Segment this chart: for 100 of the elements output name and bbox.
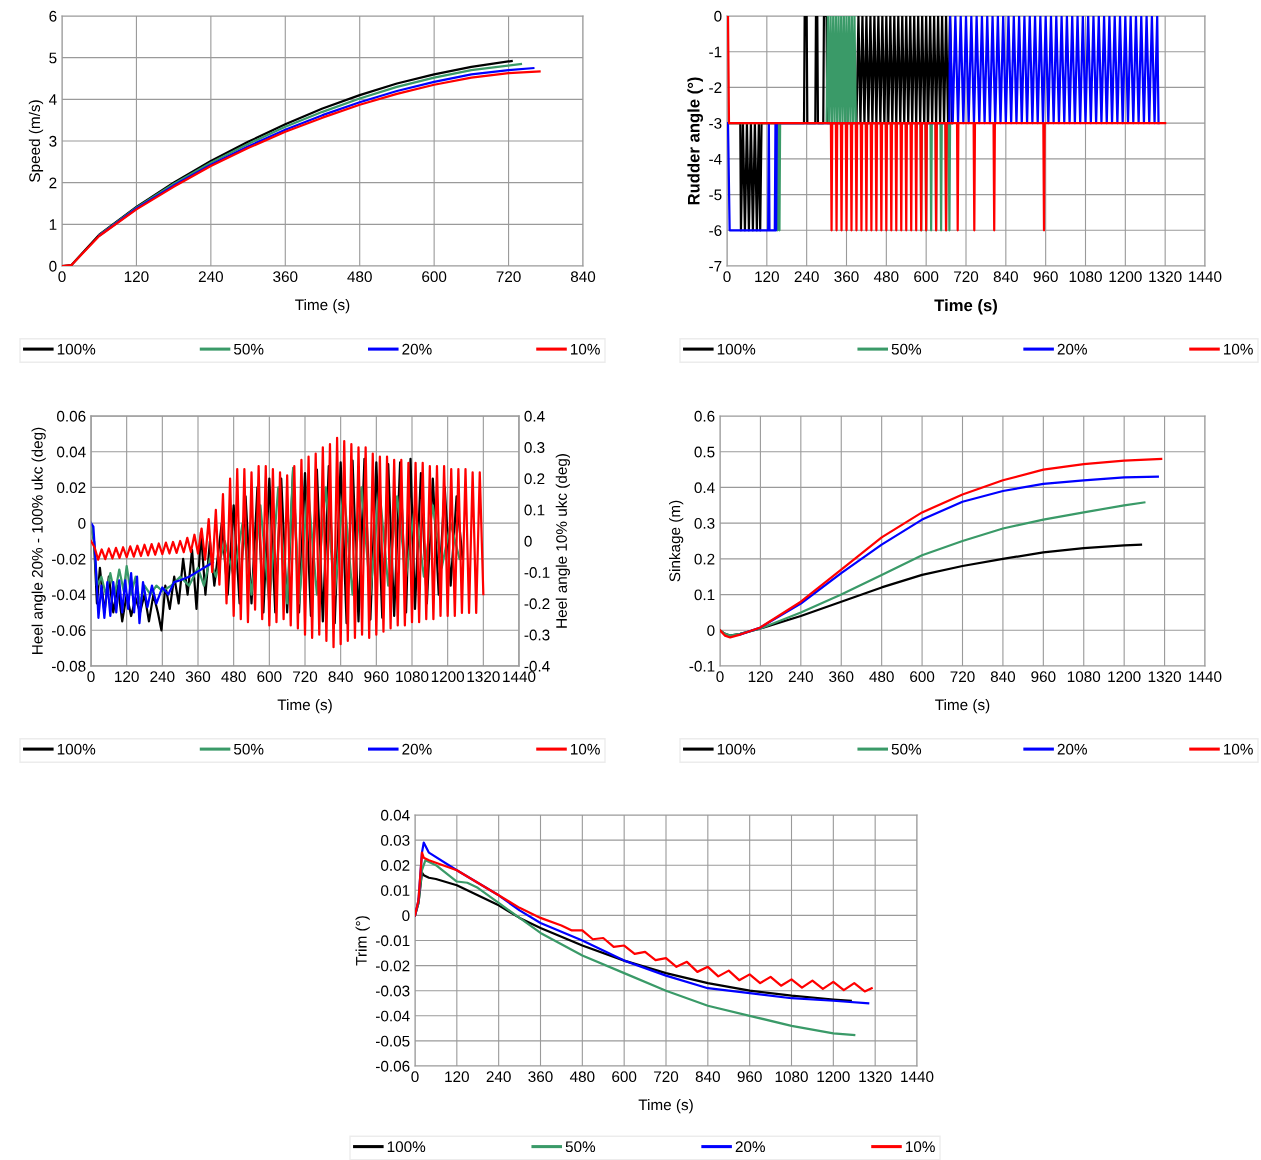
y2-tick-label: -0.2 xyxy=(524,598,550,610)
x-tick-label: 1320 xyxy=(1149,271,1182,283)
legend-label: 20% xyxy=(735,1141,765,1153)
y2-tick-label: 0.2 xyxy=(524,473,545,485)
x-tick-label: 480 xyxy=(869,671,894,683)
x-tick-label: 360 xyxy=(829,671,854,683)
y-tick-label: -7 xyxy=(709,261,722,272)
y-tick-label: -5 xyxy=(709,189,722,201)
x-tick-label: 120 xyxy=(124,271,149,283)
y-tick-label: 0 xyxy=(402,910,410,922)
y2-tick-label: 0.4 xyxy=(524,410,545,422)
y2-axis-title: Heel angle 10% ukc (deg) xyxy=(555,454,570,628)
y-tick-label: 0.04 xyxy=(381,809,410,821)
x-tick-label: 120 xyxy=(755,271,779,283)
line-series xyxy=(720,457,1163,639)
x-axis-title: Time (s) xyxy=(295,298,350,314)
x-tick-label: 720 xyxy=(950,671,975,683)
x-tick-label: 600 xyxy=(257,671,282,683)
y2-tick-label: 0.3 xyxy=(524,442,545,453)
x-tick-label: 720 xyxy=(954,271,979,283)
legend-label: 100% xyxy=(717,743,756,755)
x-tick-label: 0 xyxy=(411,1071,419,1083)
x-tick-label: 960 xyxy=(1033,271,1058,283)
y-tick-label: 0 xyxy=(49,260,57,272)
x-tick-label: 960 xyxy=(364,671,389,683)
legend-label: 10% xyxy=(571,343,600,355)
y-tick-label: 0.5 xyxy=(694,446,715,458)
legend-label: 100% xyxy=(57,743,96,755)
x-tick-label: 480 xyxy=(221,671,246,683)
x-tick-label: 120 xyxy=(748,671,773,683)
x-tick-label: 1200 xyxy=(1109,271,1142,283)
x-tick-label: 1200 xyxy=(1108,671,1141,683)
y-tick-label: 0.06 xyxy=(57,410,86,422)
x-axis-title: Time (s) xyxy=(277,698,332,714)
y2-tick-label: 0 xyxy=(524,535,532,547)
y-tick-label: -0.02 xyxy=(52,553,86,565)
legend-label: 10% xyxy=(906,1141,935,1153)
x-tick-label: 1080 xyxy=(1067,671,1101,683)
y-tick-label: 0 xyxy=(714,10,722,22)
y-tick-label: -0.03 xyxy=(376,985,410,997)
y-axis-title: Heel angle 20% - 100% ukc (deg) xyxy=(31,427,46,654)
legend-label: 20% xyxy=(1057,743,1087,755)
x-tick-label: 360 xyxy=(528,1071,553,1083)
y-tick-label: 0.1 xyxy=(694,589,715,601)
x-tick-label: 240 xyxy=(198,271,224,283)
legend-label: 10% xyxy=(571,743,600,755)
y-tick-label: 4 xyxy=(48,94,57,105)
y-tick-label: -1 xyxy=(709,46,722,58)
x-tick-label: 240 xyxy=(150,671,175,683)
x-tick-label: 0 xyxy=(87,671,95,683)
x-tick-label: 0 xyxy=(723,271,731,283)
y-tick-label: -0.02 xyxy=(376,960,410,972)
x-tick-label: 1320 xyxy=(467,671,500,683)
y-tick-label: 5 xyxy=(49,52,57,64)
x-tick-label: 1080 xyxy=(396,671,429,683)
y-tick-label: -0.01 xyxy=(376,935,410,947)
legend-label: 50% xyxy=(891,743,922,755)
y-tick-label: 0.03 xyxy=(381,834,410,846)
y-tick-label: 0.3 xyxy=(694,518,715,529)
legend-label: 50% xyxy=(234,343,264,355)
y-tick-label: 0.6 xyxy=(694,410,715,422)
x-tick-label: 840 xyxy=(695,1071,720,1083)
y-tick-label: 0.4 xyxy=(694,482,715,494)
y-tick-label: -3 xyxy=(709,118,722,129)
x-tick-label: 480 xyxy=(347,271,372,283)
x-tick-label: 240 xyxy=(486,1071,511,1083)
x-tick-label: 1320 xyxy=(859,1071,892,1083)
legend-label: 100% xyxy=(57,343,96,355)
y-tick-label: 0.02 xyxy=(57,482,86,494)
x-tick-label: 360 xyxy=(273,271,298,283)
y-tick-label: -0.06 xyxy=(376,1060,410,1072)
y2-tick-label: -0.3 xyxy=(524,629,550,641)
x-tick-label: 960 xyxy=(737,1071,762,1083)
x-tick-label: 360 xyxy=(185,671,211,683)
y-tick-label: -2 xyxy=(709,82,722,93)
x-tick-label: 840 xyxy=(993,271,1018,283)
y-tick-label: 0 xyxy=(707,625,715,636)
y-axis-title: Speed (m/s) xyxy=(28,100,44,182)
legend-label: 20% xyxy=(1057,343,1087,355)
x-axis-title: Time (s) xyxy=(934,298,997,315)
y-axis-title: Sinkage (m) xyxy=(669,500,684,582)
y-tick-label: -0.06 xyxy=(52,625,86,636)
x-tick-label: 960 xyxy=(1031,671,1056,683)
legend-label: 10% xyxy=(1224,343,1253,355)
x-tick-label: 240 xyxy=(788,671,813,683)
y-tick-label: 0 xyxy=(78,518,86,529)
x-tick-label: 720 xyxy=(496,271,521,283)
x-tick-label: 600 xyxy=(422,271,447,283)
x-tick-label: 1200 xyxy=(817,1071,850,1083)
x-tick-label: 600 xyxy=(910,671,935,683)
x-tick-label: 840 xyxy=(570,271,596,283)
x-tick-label: 600 xyxy=(612,1071,637,1083)
x-tick-label: 1320 xyxy=(1148,671,1181,683)
x-tick-label: 240 xyxy=(794,271,819,283)
x-tick-label: 1200 xyxy=(431,671,465,683)
line-series xyxy=(415,859,856,1037)
x-tick-label: 1080 xyxy=(775,1071,808,1083)
y-tick-label: -0.04 xyxy=(52,589,86,601)
x-tick-label: 480 xyxy=(569,1071,595,1083)
y-axis-title: Rudder angle (°) xyxy=(687,77,703,205)
